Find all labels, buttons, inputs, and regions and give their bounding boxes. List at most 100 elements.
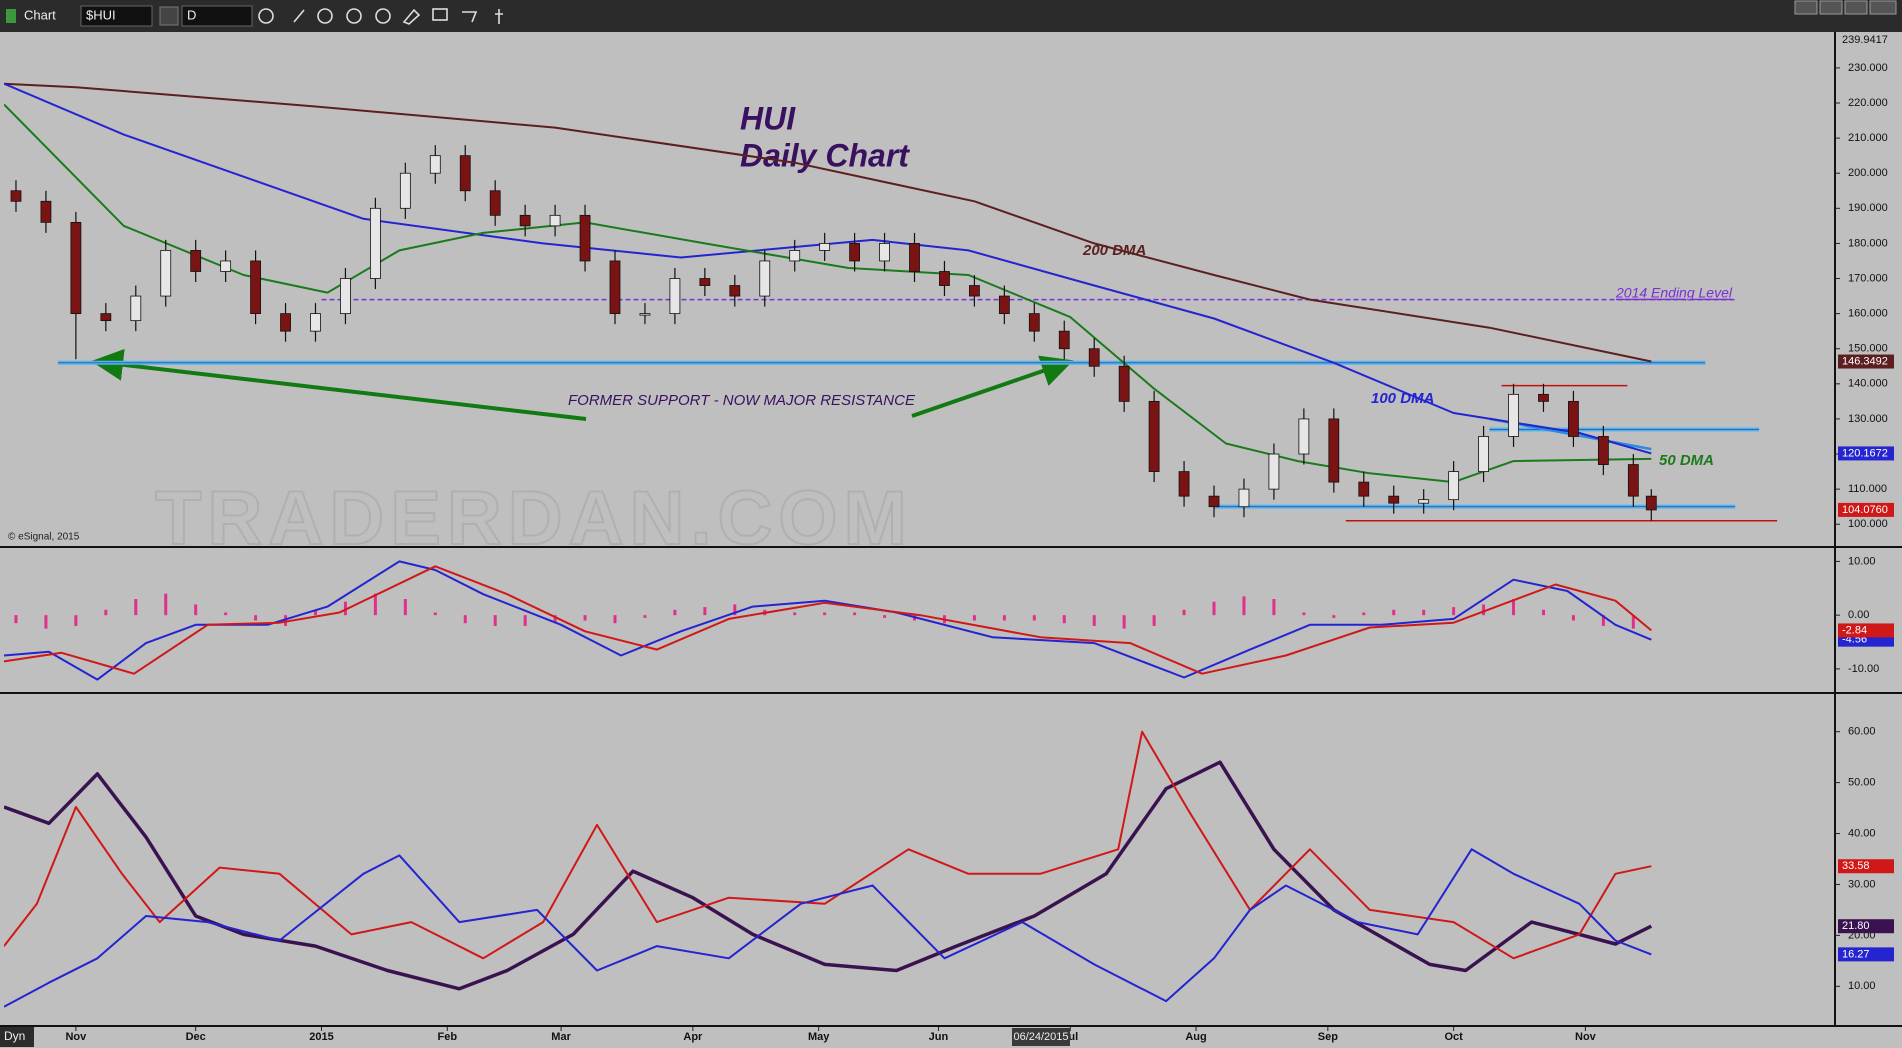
candle-body: [1538, 393, 1549, 402]
ma-label: 200 DMA: [1082, 242, 1146, 259]
histogram-bar: [1422, 609, 1426, 616]
y-tick-label: 160.000: [1848, 308, 1888, 320]
candle-body: [549, 214, 561, 227]
series-line: [4, 760, 1653, 991]
symbol[interactable]: $HUI: [86, 7, 116, 22]
candle-body: [1328, 418, 1340, 483]
candle-body: [1088, 348, 1100, 367]
candle-body: [1148, 400, 1160, 472]
histogram-bar: [74, 615, 78, 626]
candle-body: [40, 200, 52, 223]
candle-body: [1178, 471, 1190, 497]
histogram-bar: [1092, 615, 1096, 626]
x-tick-label: Sep: [1318, 1031, 1338, 1043]
series-line: [4, 565, 1652, 675]
candle-body: [310, 313, 321, 332]
histogram-bar: [643, 615, 647, 618]
axis-value-box: [1838, 947, 1894, 962]
status: Dyn: [4, 1029, 25, 1043]
y-tick-label: 10.00: [1848, 555, 1876, 567]
histogram-bar: [583, 615, 587, 621]
candle-body: [1058, 330, 1070, 350]
candle-body: [1118, 365, 1130, 402]
histogram-bar: [104, 609, 108, 616]
chart-background: [0, 32, 1902, 1026]
histogram-bar: [703, 607, 707, 616]
x-tick-label: Apr: [683, 1031, 703, 1043]
candle-body: [909, 243, 920, 272]
candle-body: [190, 250, 202, 272]
cursor-date: 06/24/2015: [1013, 1031, 1068, 1043]
candle-body: [250, 260, 261, 315]
panel-2: [4, 730, 1653, 1008]
window-buttons[interactable]: [1794, 0, 1897, 15]
y-tick-label: 230.000: [1848, 62, 1888, 74]
y-tick-label: 100.000: [1848, 518, 1888, 530]
histogram-bar: [553, 615, 557, 624]
axis-value-label: -2.84: [1842, 624, 1867, 636]
candle-body: [70, 221, 82, 315]
candle-body: [1597, 436, 1609, 465]
x-tick-label: Oct: [1444, 1031, 1463, 1043]
histogram-bar: [403, 599, 407, 616]
histogram-bar: [433, 612, 437, 616]
y-tick-label: 10.00: [1848, 980, 1876, 992]
y-tick-label: 150.000: [1848, 343, 1888, 355]
interval-box[interactable]: [181, 5, 253, 27]
histogram-bar: [1332, 615, 1336, 618]
x-tick-label: Mar: [551, 1031, 571, 1043]
histogram-bar: [1631, 615, 1635, 629]
histogram-bar: [1302, 612, 1306, 616]
chart-title: HUI: [740, 100, 796, 136]
settings-button[interactable]: [159, 6, 179, 26]
candle-body: [399, 172, 411, 209]
candle-body: [729, 285, 741, 297]
watermark: TRADERDAN.COM: [155, 476, 913, 561]
chart-subtitle: Daily Chart: [740, 137, 910, 173]
candle-body: [130, 295, 142, 322]
y-tick-label: 0.00: [1848, 609, 1869, 621]
interval[interactable]: D: [187, 7, 196, 22]
arrows: [91, 348, 1074, 421]
histogram-bar: [463, 615, 467, 624]
candle-body: [340, 278, 351, 315]
candle-body: [220, 260, 232, 272]
candle-body: [639, 313, 651, 316]
candle-body: [879, 243, 890, 262]
chart-icon: [6, 9, 16, 23]
histogram-bar: [823, 612, 827, 616]
histogram-bar: [164, 593, 168, 616]
candle-body: [939, 271, 950, 286]
y-tick-label: 140.000: [1848, 378, 1888, 390]
histogram-bar: [1272, 599, 1276, 616]
histogram-bar: [373, 593, 377, 616]
histogram-bar: [972, 615, 976, 621]
candle-body: [280, 313, 291, 332]
y-tick-label: 210.000: [1848, 132, 1888, 144]
candle-body: [519, 214, 531, 227]
histogram-bar: [1242, 596, 1246, 616]
candle-body: [1418, 499, 1430, 504]
toolbar-icons[interactable]: [258, 8, 503, 25]
axis-value-label: 120.1672: [1842, 447, 1888, 459]
date-axis: [0, 1027, 1902, 1048]
candle-body: [969, 285, 980, 297]
x-tick-label: Nov: [1575, 1031, 1597, 1043]
axis-value-box: [1838, 859, 1894, 874]
candle-body: [1238, 488, 1250, 508]
axis-value-box: [1838, 919, 1894, 934]
candle-body: [1508, 393, 1519, 437]
histogram-bar: [1062, 615, 1066, 624]
y-tick-label: 40.00: [1848, 827, 1876, 839]
histogram-bar: [194, 604, 198, 616]
y-tick-label: 30.00: [1848, 878, 1876, 890]
candle-body: [1388, 495, 1400, 504]
symbol-box[interactable]: [80, 5, 153, 27]
histogram-bar: [1362, 612, 1366, 616]
candle-body: [100, 313, 112, 322]
y-tick-label: 180.000: [1848, 237, 1888, 249]
histogram-bar: [793, 612, 797, 616]
histogram-bar: [1512, 599, 1516, 616]
histogram-bar: [1182, 609, 1186, 616]
